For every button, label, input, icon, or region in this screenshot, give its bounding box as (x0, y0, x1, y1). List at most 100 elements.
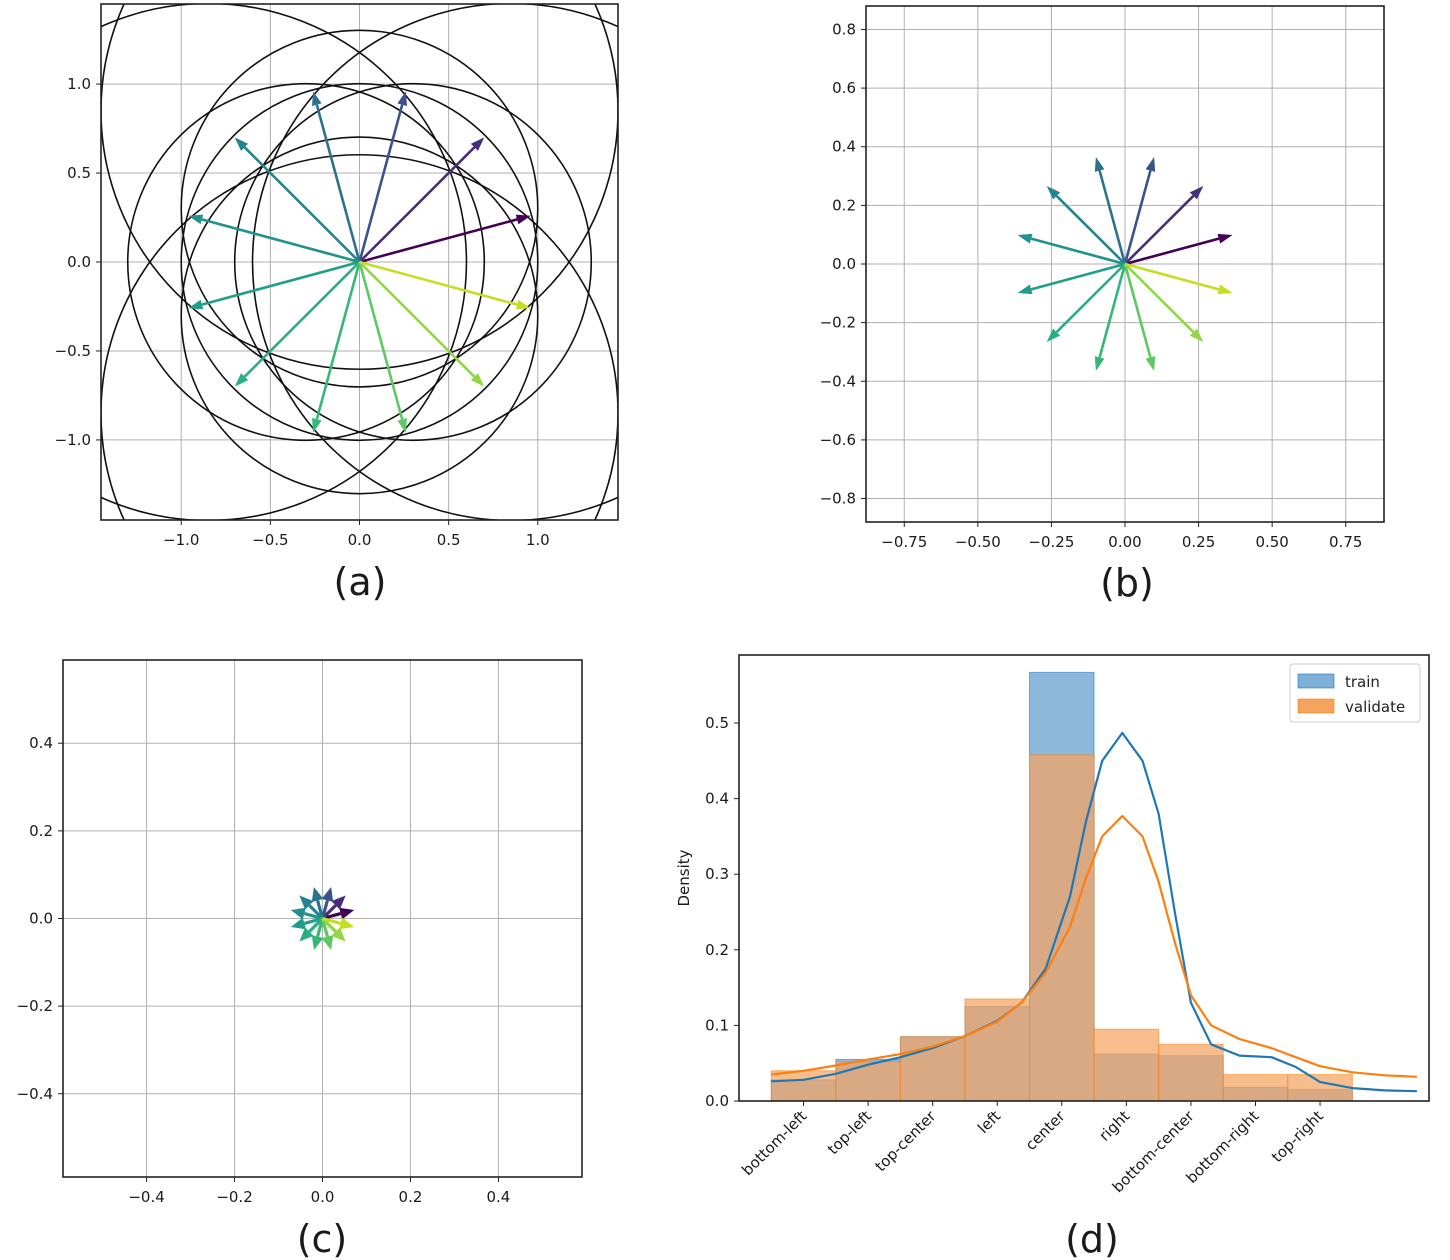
vector-arrow (1046, 186, 1126, 265)
y-tick-label: 0.2 (832, 196, 856, 214)
arrow-head (397, 418, 407, 433)
x-tick-label: 0.0 (311, 1188, 335, 1206)
legend-label-validate: validate (1345, 698, 1405, 716)
validate-bars (770, 754, 1353, 1102)
vector-arrow (234, 137, 361, 263)
arrow-head (1145, 356, 1156, 371)
x-tick-label: top-right (1268, 1107, 1327, 1166)
arrow-head (397, 91, 407, 106)
y-tick-label: −0.5 (55, 342, 91, 360)
vector-arrow (188, 260, 360, 310)
arrow-head (470, 373, 485, 387)
vector-arrow (358, 261, 407, 433)
x-tick-label: top-left (824, 1107, 875, 1158)
y-tick-label: 0.4 (705, 790, 729, 808)
arrow-head (1217, 284, 1233, 295)
arrow-shaft (201, 218, 360, 264)
x-tick-label: bottom-left (738, 1107, 810, 1179)
y-tick-label: 0.0 (67, 253, 91, 271)
legend-swatch-train (1297, 673, 1335, 689)
vector-arrow (1094, 263, 1127, 371)
vector-arrow (1124, 263, 1204, 342)
y-tick-label: −1.0 (55, 431, 91, 449)
arrow-head (321, 887, 334, 902)
arrow-head (311, 935, 324, 950)
arrow-head (188, 299, 204, 310)
arrow-shaft (358, 104, 404, 263)
vector-arrow (312, 261, 361, 433)
validate-bar (964, 998, 1031, 1102)
vector-arrow (358, 137, 485, 263)
arrow-shaft (1055, 263, 1126, 334)
validate-bar (1158, 1043, 1224, 1102)
x-tick-label: top-center (871, 1107, 940, 1176)
y-tick-label: −0.8 (820, 490, 856, 508)
arrow-head (290, 907, 306, 920)
arrow-head (515, 214, 531, 225)
x-tick-label: right (1096, 1107, 1134, 1145)
vector-arrow (234, 261, 361, 387)
circles-group (101, 4, 618, 520)
vector-arrow (358, 261, 485, 387)
x-tick-label: −0.75 (881, 533, 927, 551)
arrow-shaft (315, 261, 361, 420)
legend: train validate (1289, 663, 1421, 723)
x-tick-label: 0.50 (1255, 533, 1288, 551)
vector-arrow (1124, 186, 1204, 265)
arrow-shaft (358, 146, 476, 263)
arrow-shaft (1124, 194, 1195, 265)
x-tick-label: −0.4 (128, 1188, 164, 1206)
legend-label-train: train (1345, 673, 1380, 691)
vector-arrow (359, 214, 531, 264)
arrow-head (1017, 284, 1033, 295)
vector-arrow (1017, 233, 1126, 266)
arrow-shaft (322, 916, 342, 925)
arrow-shaft (1055, 194, 1126, 265)
panel-label: (c) (297, 1217, 348, 1260)
arrow-shaft (1030, 237, 1126, 266)
arrow-head (331, 927, 346, 942)
y-tick-label: −0.2 (17, 997, 53, 1015)
validate-kde-line (771, 814, 1417, 1078)
arrow-head (331, 895, 346, 910)
arrow-head (470, 137, 485, 151)
arrow-head (1094, 356, 1105, 371)
validate-bar (835, 1061, 901, 1102)
arrow-head (299, 895, 314, 910)
vector-arrow (358, 91, 407, 263)
y-tick-label: 0.0 (705, 1092, 729, 1110)
panel-d: 0.0 0.1 0.2 0.3 0.4 0.5 Density bottom-left top-… (675, 654, 1430, 1260)
x-tick-label: 0.5 (437, 531, 461, 549)
vector-arrow (359, 260, 531, 310)
y-tick-label: 0.1 (705, 1016, 729, 1034)
validate-bar (1222, 1074, 1289, 1102)
arrow-shaft (1124, 263, 1195, 334)
legend-swatch-validate (1297, 698, 1335, 714)
arc-circle (180, 29, 539, 388)
vector-arrow (1094, 157, 1127, 265)
panel-label: (b) (1100, 561, 1154, 605)
x-tick-label: left (974, 1107, 1004, 1137)
y-tick-label: 0.2 (29, 822, 53, 840)
y-tick-label: 0.8 (832, 20, 856, 38)
y-tick-label: 0.4 (832, 138, 856, 156)
y-tick-label: 0.5 (67, 164, 91, 182)
vector-arrow (1124, 262, 1233, 295)
panel-label: (a) (334, 560, 387, 604)
y-tick-label: −0.4 (820, 372, 856, 390)
y-tick-label: 0.4 (29, 734, 53, 752)
vector-arrow (322, 916, 355, 930)
x-tick-label: center (1022, 1107, 1069, 1154)
y-tick-label: 0.5 (705, 714, 729, 732)
arrow-shaft (358, 261, 404, 420)
x-tick-label: 0.2 (399, 1188, 423, 1206)
arrow-head (312, 418, 322, 433)
arrow-shaft (315, 104, 361, 263)
validate-bar (1287, 1074, 1353, 1102)
y-tick-label: 0.3 (705, 865, 729, 883)
arrow-head (312, 91, 322, 106)
arrow-head (339, 917, 355, 930)
arc-circle (180, 82, 539, 442)
x-tick-label: −0.25 (1028, 533, 1074, 551)
